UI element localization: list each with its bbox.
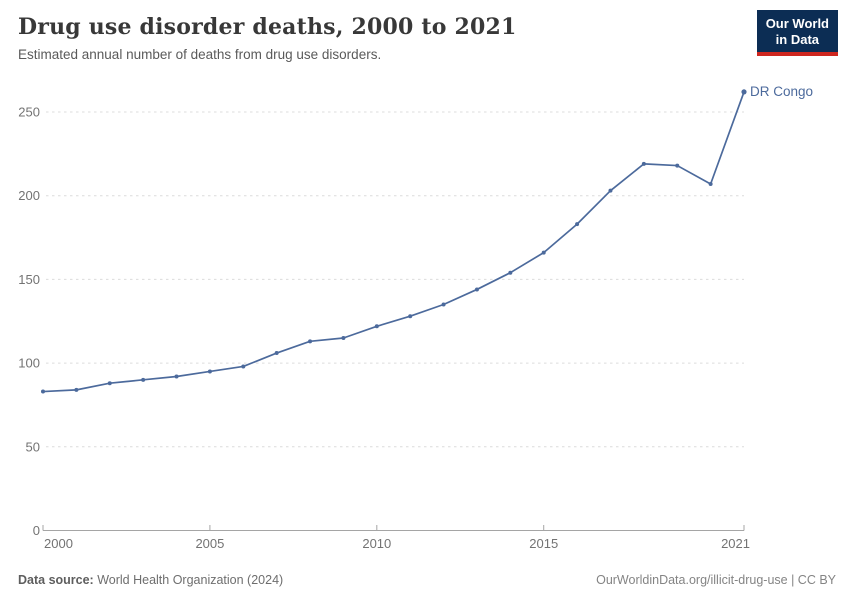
data-point[interactable] xyxy=(341,335,346,340)
line-chart: 0 50 100 150 200 250 2000 2005 2010 2015 2021 DR Co… xyxy=(0,84,850,560)
y-axis-label: 150 xyxy=(18,272,40,287)
data-point[interactable] xyxy=(141,377,146,382)
data-point[interactable] xyxy=(641,161,646,166)
y-axis-label: 100 xyxy=(18,356,40,371)
data-point[interactable] xyxy=(308,339,313,344)
data-point[interactable] xyxy=(374,324,379,329)
data-point[interactable] xyxy=(107,381,112,386)
data-point[interactable] xyxy=(41,389,45,394)
owid-logo-line2: in Data xyxy=(775,31,820,47)
x-axis-label: 2000 xyxy=(44,536,73,551)
owid-logo[interactable]: Our World in Data xyxy=(756,10,838,57)
chart-line[interactable] xyxy=(42,91,745,393)
x-axis-label: 2021 xyxy=(721,536,750,551)
data-point[interactable] xyxy=(741,89,747,95)
y-axis-label: 0 xyxy=(33,523,40,538)
data-point[interactable] xyxy=(241,364,246,369)
data-point[interactable] xyxy=(207,369,212,374)
x-axis-label: 2010 xyxy=(362,536,391,551)
data-point[interactable] xyxy=(74,387,79,392)
data-point[interactable] xyxy=(474,287,479,292)
data-point[interactable] xyxy=(708,181,713,186)
data-point[interactable] xyxy=(441,302,446,307)
owid-logo-line1: Our World xyxy=(765,16,829,31)
data-point[interactable] xyxy=(575,222,580,227)
data-source-label: Data source: xyxy=(18,573,94,587)
y-axis-label: 200 xyxy=(18,188,40,203)
data-point[interactable] xyxy=(508,270,513,275)
page-title: Drug use disorder deaths, 2000 to 2021 xyxy=(18,14,517,40)
credit-link[interactable]: OurWorldinData.org/illicit-drug-use | CC… xyxy=(596,573,836,587)
data-point[interactable] xyxy=(274,351,279,356)
data-point[interactable] xyxy=(608,188,613,193)
data-point[interactable] xyxy=(174,374,179,379)
data-point[interactable] xyxy=(675,163,680,168)
chart-footer: Data source: World Health Organization (… xyxy=(18,573,836,587)
x-axis-label: 2015 xyxy=(529,536,558,551)
data-point[interactable] xyxy=(541,250,546,255)
y-axis-label: 250 xyxy=(18,105,40,120)
chart-subtitle: Estimated annual number of deaths from d… xyxy=(18,47,382,63)
line-chart-canvas[interactable]: 0 50 100 150 200 250 2000 2005 2010 2015 2021 DR Co… xyxy=(0,84,850,555)
data-source: Data source: World Health Organization (… xyxy=(18,573,283,587)
chart-header: Drug use disorder deaths, 2000 to 2021 E… xyxy=(0,0,850,62)
x-axis-label: 2005 xyxy=(195,536,224,551)
series-label-dr-congo[interactable]: DR Congo xyxy=(750,84,813,99)
data-point[interactable] xyxy=(408,314,413,319)
y-axis-label: 50 xyxy=(26,439,40,454)
data-source-value: World Health Organization (2024) xyxy=(93,573,284,587)
